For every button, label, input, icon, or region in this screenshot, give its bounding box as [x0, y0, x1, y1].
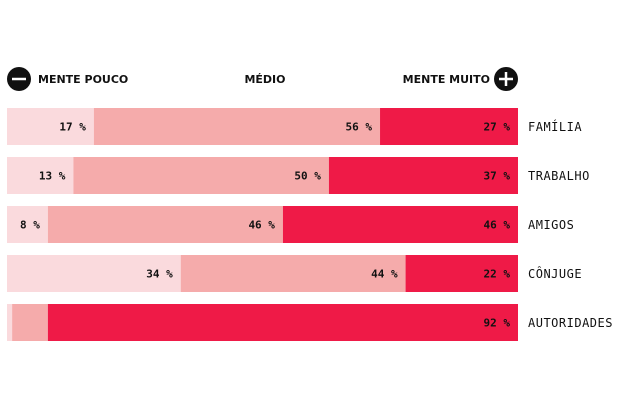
legend: MENTE POUCO MÉDIO MENTE MUITO: [7, 67, 518, 91]
bar-segment: [93, 108, 381, 145]
bar-segment: [282, 206, 518, 243]
bar-segment: [47, 304, 518, 341]
category-label: FAMÍLIA: [528, 119, 582, 134]
value-label: 22 %: [484, 268, 511, 281]
value-label: 8 %: [20, 219, 40, 232]
value-label: 44 %: [371, 268, 398, 281]
bar-segment: [7, 255, 181, 292]
value-label: 46 %: [248, 219, 275, 232]
legend-label: MÉDIO: [244, 73, 285, 86]
value-label: 92 %: [484, 317, 511, 330]
bar-segment: [180, 255, 406, 292]
bar-segment: [12, 304, 48, 341]
category-label: CÔNJUGE: [528, 266, 582, 281]
category-label: AUTORIDADES: [528, 316, 613, 330]
value-label: 13 %: [39, 170, 66, 183]
category-label: TRABALHO: [528, 169, 590, 183]
bar-segment: [380, 108, 518, 145]
bar-segment: [7, 304, 13, 341]
category-label: AMIGOS: [528, 218, 574, 232]
bar-segment: [7, 157, 74, 194]
bar-segment: [7, 206, 48, 243]
bar-segment: [405, 255, 518, 292]
legend-label: MENTE MUITO: [403, 73, 490, 86]
value-label: 17 %: [59, 121, 86, 134]
value-label: 56 %: [346, 121, 373, 134]
value-label: 34 %: [146, 268, 173, 281]
bar-segment: [7, 108, 94, 145]
value-label: 50 %: [294, 170, 321, 183]
value-label: 27 %: [484, 121, 511, 134]
legend-label: MENTE POUCO: [38, 73, 128, 86]
bar-segment: [73, 157, 329, 194]
bar-segment: [47, 206, 283, 243]
value-label: 37 %: [484, 170, 511, 183]
value-label: 46 %: [484, 219, 511, 232]
bar-segment: [328, 157, 518, 194]
